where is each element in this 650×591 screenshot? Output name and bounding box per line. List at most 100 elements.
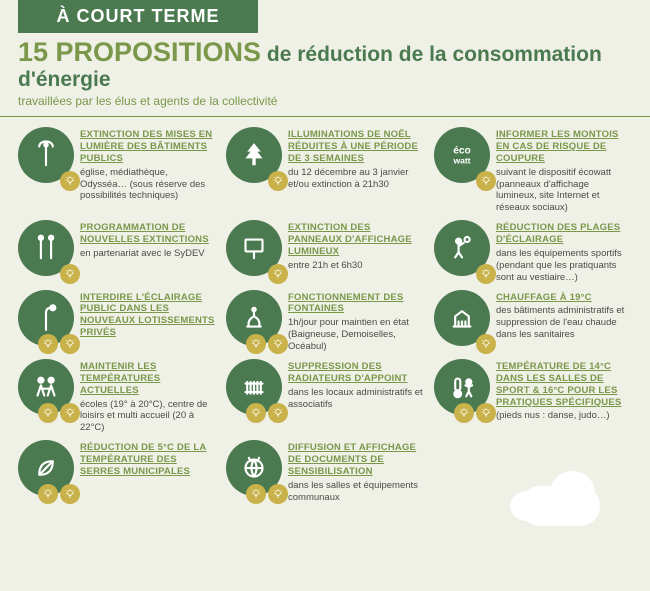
proposition-text: CHAUFFAGE À 19°Cdes bâtiments administra… bbox=[496, 290, 632, 342]
badge-row bbox=[476, 171, 496, 191]
badge-row bbox=[268, 264, 288, 284]
proposition-item: RÉDUCTION DES PLAGES D'ÉCLAIRAGEdans les… bbox=[434, 220, 632, 283]
radiator-icon bbox=[226, 359, 282, 415]
svg-text:éco: éco bbox=[453, 145, 471, 156]
title-count: 15 PROPOSITIONS bbox=[18, 37, 261, 67]
bulb-badge-icon bbox=[454, 403, 474, 423]
badge-row bbox=[60, 264, 80, 284]
proposition-item: écowattINFORMER LES MONTOIS EN CAS DE RI… bbox=[434, 127, 632, 214]
proposition-item: TEMPÉRATURE DE 14°C DANS LES SALLES DE S… bbox=[434, 359, 632, 434]
proposition-body: dans les équipements sportifs (pendant q… bbox=[496, 248, 632, 284]
tree-icon bbox=[226, 127, 282, 183]
proposition-heading: MAINTENIR LES TEMPÉRATURES ACTUELLES bbox=[80, 361, 216, 397]
badge-row bbox=[38, 484, 80, 504]
proposition-text: DIFFUSION ET AFFICHAGE DE DOCUMENTS DE S… bbox=[288, 440, 424, 503]
proposition-body: 1h/jour pour maintien en état (Baigneuse… bbox=[288, 317, 424, 353]
streetlight-icon bbox=[18, 127, 74, 183]
bulb-badge-icon bbox=[268, 171, 288, 191]
fountain-icon bbox=[226, 290, 282, 346]
billboard-icon bbox=[226, 220, 282, 276]
proposition-item: INTERDIRE L'ÉCLAIRAGE PUBLIC DANS LES NO… bbox=[18, 290, 216, 353]
badge-row bbox=[246, 334, 288, 354]
svg-text:watt: watt bbox=[453, 156, 471, 166]
subtitle: travaillées par les élus et agents de la… bbox=[0, 94, 650, 117]
proposition-body: suivant le dispositif écowatt (panneaux … bbox=[496, 167, 632, 215]
bulb-badge-icon bbox=[246, 484, 266, 504]
proposition-heading: FONCTIONNEMENT DES FONTAINES bbox=[288, 292, 424, 316]
proposition-heading: EXTINCTION DES MISES EN LUMIÈRE DES BÂTI… bbox=[80, 129, 216, 165]
bulb-badge-icon bbox=[60, 484, 80, 504]
proposition-text: SUPPRESSION DES RADIATEURS D'APPOINTdans… bbox=[288, 359, 424, 411]
proposition-item: RÉDUCTION DE 5°C DE LA TEMPÉRATURE DES S… bbox=[18, 440, 216, 503]
proposition-text: EXTINCTION DES PANNEAUX D'AFFICHAGE LUMI… bbox=[288, 220, 424, 272]
proposition-item: ILLUMINATIONS DE NOËL RÉDUITES À UNE PÉR… bbox=[226, 127, 424, 214]
badge-row bbox=[38, 403, 80, 423]
proposition-body: (pieds nus : danse, judo…) bbox=[496, 410, 632, 422]
proposition-heading: EXTINCTION DES PANNEAUX D'AFFICHAGE LUMI… bbox=[288, 222, 424, 258]
bulb-badge-icon bbox=[246, 334, 266, 354]
title-row: 15 PROPOSITIONS de réduction de la conso… bbox=[0, 37, 650, 94]
bulb-badge-icon bbox=[60, 403, 80, 423]
ecowatt-icon: écowatt bbox=[434, 127, 490, 183]
lamp-icon bbox=[18, 290, 74, 346]
proposition-body: écoles (19° à 20°C), centre de loisirs e… bbox=[80, 399, 216, 435]
proposition-text: FONCTIONNEMENT DES FONTAINES1h/jour pour… bbox=[288, 290, 424, 353]
proposition-item: DIFFUSION ET AFFICHAGE DE DOCUMENTS DE S… bbox=[226, 440, 424, 503]
proposition-body: dans les locaux administratifs et associ… bbox=[288, 387, 424, 411]
proposition-body: dans les salles et équipements communaux bbox=[288, 480, 424, 504]
proposition-body: en partenariat avec le SyDEV bbox=[80, 248, 216, 260]
bulb-badge-icon bbox=[38, 334, 58, 354]
proposition-heading: RÉDUCTION DE 5°C DE LA TEMPÉRATURE DES S… bbox=[80, 442, 216, 478]
bulb-badge-icon bbox=[476, 334, 496, 354]
header-band: À COURT TERME bbox=[18, 0, 258, 33]
proposition-body: entre 21h et 6h30 bbox=[288, 260, 424, 272]
proposition-heading: ILLUMINATIONS DE NOËL RÉDUITES À UNE PÉR… bbox=[288, 129, 424, 165]
globe-icon bbox=[226, 440, 282, 496]
proposition-text: RÉDUCTION DE 5°C DE LA TEMPÉRATURE DES S… bbox=[80, 440, 216, 480]
bulb-badge-icon bbox=[268, 484, 288, 504]
proposition-item: SUPPRESSION DES RADIATEURS D'APPOINTdans… bbox=[226, 359, 424, 434]
bulb-badge-icon bbox=[60, 334, 80, 354]
proposition-text: TEMPÉRATURE DE 14°C DANS LES SALLES DE S… bbox=[496, 359, 632, 422]
proposition-heading: CHAUFFAGE À 19°C bbox=[496, 292, 632, 304]
badge-row bbox=[476, 334, 496, 354]
proposition-heading: TEMPÉRATURE DE 14°C DANS LES SALLES DE S… bbox=[496, 361, 632, 409]
leaf-icon bbox=[18, 440, 74, 496]
bulb-badge-icon bbox=[268, 264, 288, 284]
proposition-text: RÉDUCTION DES PLAGES D'ÉCLAIRAGEdans les… bbox=[496, 220, 632, 283]
people-icon bbox=[18, 359, 74, 415]
badge-row bbox=[454, 403, 496, 423]
proposition-item: FONCTIONNEMENT DES FONTAINES1h/jour pour… bbox=[226, 290, 424, 353]
proposition-body: église, médiathèque, Odysséa… (sous rése… bbox=[80, 167, 216, 203]
proposition-text: PROGRAMMATION DE NOUVELLES EXTINCTIONS en… bbox=[80, 220, 216, 260]
proposition-body: des bâtiments administratifs et suppress… bbox=[496, 305, 632, 341]
badge-row bbox=[60, 171, 80, 191]
badge-row bbox=[38, 334, 80, 354]
badge-row bbox=[246, 403, 288, 423]
bulb-badge-icon bbox=[38, 484, 58, 504]
proposition-heading: DIFFUSION ET AFFICHAGE DE DOCUMENTS DE S… bbox=[288, 442, 424, 478]
proposition-heading: INTERDIRE L'ÉCLAIRAGE PUBLIC DANS LES NO… bbox=[80, 292, 216, 340]
tennis-icon bbox=[434, 220, 490, 276]
bulb-badge-icon bbox=[60, 264, 80, 284]
badge-row bbox=[246, 484, 288, 504]
bulb-badge-icon bbox=[476, 264, 496, 284]
badge-row bbox=[268, 171, 288, 191]
cloud-decoration bbox=[500, 476, 620, 521]
proposition-body: du 12 décembre au 3 janvier et/ou extinc… bbox=[288, 167, 424, 191]
proposition-text: INTERDIRE L'ÉCLAIRAGE PUBLIC DANS LES NO… bbox=[80, 290, 216, 342]
proposition-item: PROGRAMMATION DE NOUVELLES EXTINCTIONS en… bbox=[18, 220, 216, 283]
proposition-heading: PROGRAMMATION DE NOUVELLES EXTINCTIONS bbox=[80, 222, 216, 246]
proposition-item: CHAUFFAGE À 19°Cdes bâtiments administra… bbox=[434, 290, 632, 353]
proposition-text: EXTINCTION DES MISES EN LUMIÈRE DES BÂTI… bbox=[80, 127, 216, 202]
bulb-badge-icon bbox=[246, 403, 266, 423]
poles-icon bbox=[18, 220, 74, 276]
thermo-sport-icon bbox=[434, 359, 490, 415]
bulb-badge-icon bbox=[476, 171, 496, 191]
building-icon bbox=[434, 290, 490, 346]
bulb-badge-icon bbox=[268, 334, 288, 354]
proposition-item: EXTINCTION DES MISES EN LUMIÈRE DES BÂTI… bbox=[18, 127, 216, 214]
proposition-heading: SUPPRESSION DES RADIATEURS D'APPOINT bbox=[288, 361, 424, 385]
proposition-item: EXTINCTION DES PANNEAUX D'AFFICHAGE LUMI… bbox=[226, 220, 424, 283]
bulb-badge-icon bbox=[268, 403, 288, 423]
